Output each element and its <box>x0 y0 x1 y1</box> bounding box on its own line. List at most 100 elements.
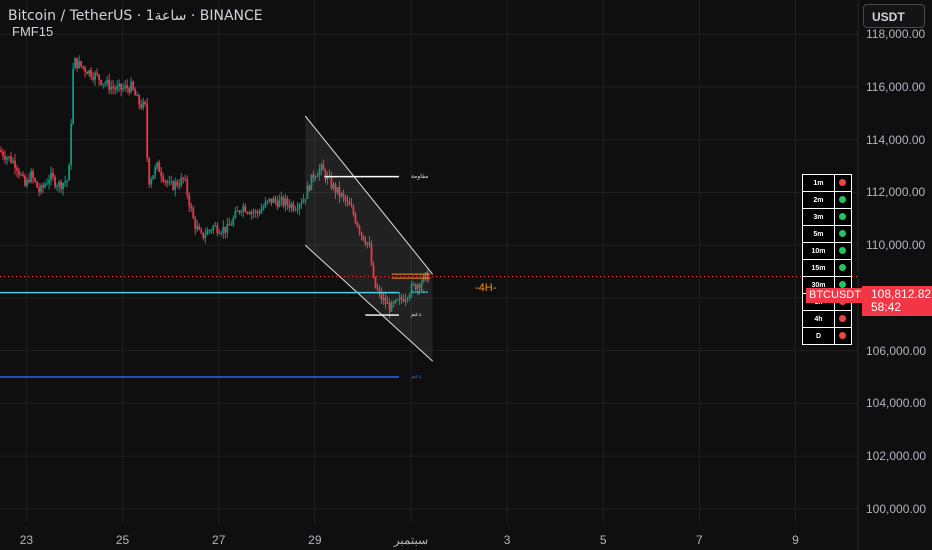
candle-body <box>244 206 247 213</box>
candle-body <box>4 156 6 160</box>
candle-body <box>286 198 289 205</box>
candle-body <box>364 240 367 245</box>
candle-body <box>190 206 193 209</box>
candle-body <box>136 95 139 97</box>
mtf-status <box>833 327 853 345</box>
candle-body <box>192 208 195 219</box>
candle-body <box>20 174 22 176</box>
candle-body <box>40 185 42 192</box>
candle-body <box>142 101 145 108</box>
candle-body <box>34 178 36 182</box>
candle-body <box>418 284 421 288</box>
candle-body <box>206 230 209 236</box>
candle-body <box>128 88 131 93</box>
candle-body <box>366 242 369 245</box>
candle-body <box>186 179 189 196</box>
candle-body <box>232 218 235 225</box>
candle-body <box>26 179 28 186</box>
candle-body <box>242 206 245 212</box>
candle-body <box>124 85 127 88</box>
channel-upper-line <box>304 115 433 275</box>
candle-body <box>70 123 72 165</box>
last-price-tag: 108,812.82 58:42 <box>862 286 932 316</box>
candle-body <box>106 79 109 84</box>
candle-body <box>300 202 303 205</box>
y-tick-label: 102,000.00 <box>866 449 927 464</box>
mtf-timeframe: 1m <box>802 174 835 192</box>
mtf-timeframe: 5m <box>802 225 835 243</box>
candle-body <box>52 172 54 177</box>
candle-body <box>120 83 123 90</box>
candle-body <box>294 209 297 211</box>
candle-body <box>198 226 201 230</box>
y-tick-label: 114,000.00 <box>866 132 926 147</box>
multi-timeframe-table: 1m2m3m5m10m15m30m1h4hD <box>802 174 853 345</box>
mtf-row: 2m <box>802 191 853 209</box>
candle-body <box>406 298 409 300</box>
candle-body <box>152 175 155 180</box>
red-dot-icon <box>839 315 847 323</box>
candle-body <box>258 212 261 214</box>
mtf-timeframe: D <box>802 327 835 345</box>
candle-body <box>224 226 227 233</box>
candle-body <box>170 181 173 183</box>
candle-body <box>396 299 399 301</box>
y-tick-label: 118,000.00 <box>866 27 926 42</box>
candle-body <box>114 88 117 90</box>
candle-body <box>392 302 395 304</box>
resistance-label-upper: مقاومة <box>410 172 429 180</box>
timeframe-4h-label: -4H- <box>475 282 497 294</box>
candle-body <box>94 72 97 80</box>
mtf-row: 1m <box>802 174 853 192</box>
candle-body <box>426 272 429 282</box>
mtf-row: 3m <box>802 208 853 226</box>
green-dot-icon <box>839 230 847 238</box>
candle-body <box>44 184 46 188</box>
candle-body <box>0 150 2 152</box>
bar-countdown: 58:42 <box>871 300 902 314</box>
candle-body <box>16 167 18 171</box>
candle-body <box>180 177 183 186</box>
candle-body <box>402 299 405 302</box>
candle-body <box>256 211 259 213</box>
candle-body <box>310 174 313 191</box>
mtf-timeframe: 15m <box>802 259 835 277</box>
candle-body <box>370 244 373 265</box>
candle-body <box>56 186 58 188</box>
candle-body <box>254 211 257 213</box>
candle-body <box>36 181 38 188</box>
mtf-row: 10m <box>802 242 853 260</box>
candle-body <box>324 170 327 180</box>
candle-body <box>362 235 365 241</box>
candle-body <box>246 212 249 214</box>
y-tick-label: 116,000.00 <box>866 80 926 94</box>
candle-body <box>372 264 375 277</box>
candle-body <box>8 156 10 158</box>
candle-body <box>62 183 64 189</box>
candle-body <box>98 74 101 81</box>
mtf-status <box>833 310 853 328</box>
candle-body <box>344 196 347 201</box>
candle-body <box>68 164 70 181</box>
candle-body <box>394 299 397 303</box>
candle-body <box>194 218 197 229</box>
currency-button[interactable]: USDT <box>863 4 925 28</box>
candle-body <box>138 95 141 105</box>
candle-body <box>88 70 91 75</box>
candle-body <box>42 185 44 188</box>
candle-body <box>72 68 75 124</box>
candle-body <box>332 184 335 189</box>
candle-body <box>420 282 423 288</box>
candle-body <box>346 200 349 202</box>
candle-body <box>54 176 56 187</box>
x-tick-label: 5 <box>599 533 607 547</box>
candle-body <box>166 181 169 184</box>
mtf-timeframe: 2m <box>802 191 835 209</box>
candle-body <box>302 199 305 203</box>
candle-body <box>174 181 177 190</box>
candle-body <box>196 226 199 229</box>
candle-body <box>316 175 319 178</box>
candle-body <box>288 204 291 208</box>
last-price-value: 108,812.82 <box>871 287 932 301</box>
